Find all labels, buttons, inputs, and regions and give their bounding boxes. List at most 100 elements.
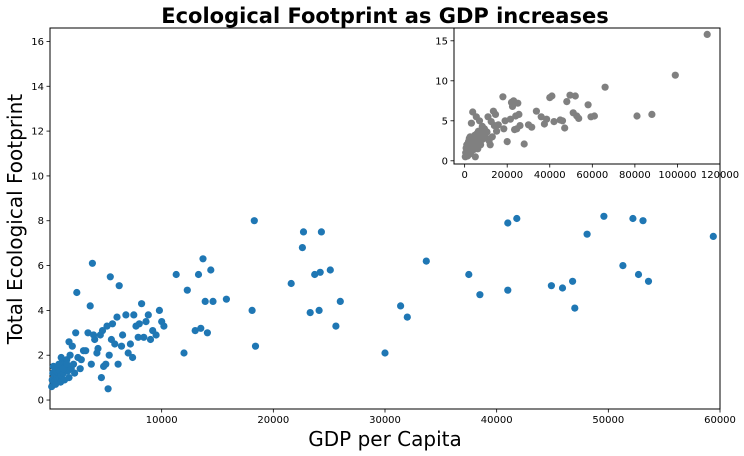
main-y-tick-label: 8 — [38, 216, 44, 227]
inset-plot-area — [453, 27, 721, 165]
main-point — [103, 322, 111, 330]
main-point — [57, 353, 65, 362]
main-point — [476, 291, 484, 299]
inset-x-ticks: 0 20000 40000 60000 80000 100000 120000 — [461, 164, 739, 181]
inset-point — [558, 117, 567, 125]
inset-point — [548, 92, 556, 100]
main-point — [619, 262, 627, 270]
inset-point — [575, 114, 583, 122]
inset-point — [467, 119, 475, 127]
main-point — [124, 349, 132, 357]
main-y-tick-label: 4 — [38, 306, 44, 317]
inset-point — [537, 113, 545, 121]
main-point — [199, 255, 207, 263]
main-point — [172, 270, 180, 279]
inset-point — [671, 71, 679, 79]
main-point — [76, 365, 84, 373]
main-point — [397, 302, 405, 310]
inset-point — [584, 101, 592, 109]
main-point — [287, 279, 295, 288]
main-y-tick-label: 16 — [31, 37, 44, 48]
main-point — [180, 349, 188, 357]
main-point — [129, 353, 137, 362]
main-point — [629, 214, 637, 223]
main-points — [48, 212, 717, 393]
main-point — [108, 320, 117, 328]
main-point — [311, 270, 319, 279]
main-point — [114, 360, 122, 368]
inset-point — [493, 127, 501, 135]
main-point — [102, 360, 110, 368]
main-point — [197, 324, 205, 332]
main-point — [201, 297, 209, 305]
main-point — [298, 244, 306, 252]
main-point — [134, 333, 142, 341]
inset-point — [499, 93, 507, 101]
inset-point — [563, 98, 571, 106]
main-point — [122, 311, 130, 319]
inset-y-ticks: 0 5 10 15 — [435, 36, 454, 167]
main-point — [571, 304, 579, 312]
main-point — [194, 270, 203, 279]
main-point — [97, 374, 105, 382]
main-point — [248, 306, 256, 314]
main-x-tick-label: 40000 — [481, 415, 513, 426]
inset-point — [532, 107, 541, 115]
main-point — [117, 342, 126, 350]
inset-x-tick-label: 20000 — [491, 170, 523, 181]
main-y-tick-label: 0 — [38, 396, 44, 407]
main-point — [111, 340, 119, 348]
main-point — [105, 351, 113, 359]
main-point — [87, 360, 95, 368]
main-point — [504, 219, 512, 227]
inset-point — [543, 115, 551, 123]
inset-x-tick-label: 60000 — [576, 170, 608, 181]
main-point — [634, 270, 643, 279]
main-point — [160, 322, 168, 330]
main-point — [600, 212, 608, 220]
main-x-tick-label: 20000 — [257, 415, 289, 426]
main-point — [336, 297, 344, 305]
main-point — [146, 335, 155, 344]
main-point — [88, 259, 96, 267]
inset-point — [506, 115, 514, 123]
inset-point — [491, 110, 500, 118]
main-point — [135, 320, 143, 328]
main-point — [152, 331, 160, 339]
main-point — [144, 311, 152, 319]
main-point — [583, 230, 591, 238]
main-point — [299, 228, 308, 236]
main-point — [94, 344, 102, 353]
inset-point — [508, 102, 517, 110]
main-point — [63, 360, 71, 368]
inset-y-tick-label: 5 — [442, 116, 448, 127]
inset-x-tick-label: 80000 — [619, 170, 651, 181]
main-point — [71, 369, 79, 377]
main-point — [547, 282, 556, 290]
main-point — [113, 313, 121, 321]
main-point — [77, 356, 85, 364]
main-y-tick-label: 2 — [38, 351, 44, 362]
inset-point — [566, 91, 574, 99]
inset-x-tick-label: 0 — [461, 170, 467, 181]
main-y-tick-label: 14 — [31, 82, 44, 93]
main-point — [126, 340, 134, 348]
main-point — [317, 228, 325, 236]
main-point — [513, 214, 521, 223]
main-point — [155, 306, 163, 314]
main-point — [326, 266, 334, 274]
main-point — [422, 257, 430, 265]
inset-point — [550, 118, 558, 126]
main-point — [222, 295, 230, 303]
main-point — [209, 297, 217, 305]
main-x-tick-label: 30000 — [369, 415, 401, 426]
inset-y-tick-label: 0 — [442, 156, 448, 167]
main-x-tick-label: 60000 — [704, 415, 736, 426]
main-point — [316, 268, 324, 276]
main-point — [315, 306, 323, 314]
main-y-ticks: 0 2 4 6 8 10 12 14 16 — [31, 37, 50, 407]
main-point — [465, 270, 473, 279]
main-point — [73, 288, 81, 297]
main-point — [251, 342, 260, 350]
